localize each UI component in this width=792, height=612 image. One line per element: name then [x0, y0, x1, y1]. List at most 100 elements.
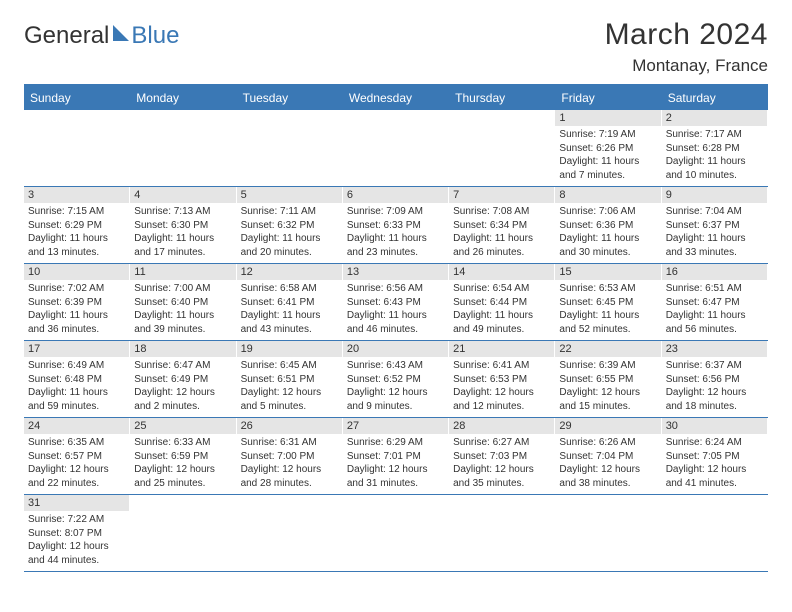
sunrise-text: Sunrise: 7:22 AM: [28, 513, 125, 527]
day-number: 23: [662, 341, 767, 357]
day-number: [449, 110, 554, 114]
daylight-text: Daylight: 12 hours and 18 minutes.: [666, 386, 763, 413]
sunrise-text: Sunrise: 6:43 AM: [347, 359, 444, 373]
header: General Blue March 2024 Montanay, France: [24, 18, 768, 76]
day-details: Sunrise: 6:29 AMSunset: 7:01 PMDaylight:…: [343, 434, 448, 494]
logo-text-general: General: [24, 22, 109, 50]
day-details: Sunrise: 7:19 AMSunset: 6:26 PMDaylight:…: [555, 126, 660, 186]
sunset-text: Sunset: 6:29 PM: [28, 219, 125, 233]
day-details: Sunrise: 6:39 AMSunset: 6:55 PMDaylight:…: [555, 357, 660, 417]
day-number: 26: [237, 418, 342, 434]
day-number: [237, 110, 342, 114]
day-details: Sunrise: 7:15 AMSunset: 6:29 PMDaylight:…: [24, 203, 129, 263]
sunset-text: Sunset: 7:03 PM: [453, 450, 550, 464]
day-number: 1: [555, 110, 660, 126]
sunset-text: Sunset: 6:59 PM: [134, 450, 231, 464]
sunset-text: Sunset: 6:48 PM: [28, 373, 125, 387]
sunset-text: Sunset: 6:33 PM: [347, 219, 444, 233]
sunrise-text: Sunrise: 7:09 AM: [347, 205, 444, 219]
day-cell: 20Sunrise: 6:43 AMSunset: 6:52 PMDayligh…: [343, 341, 449, 417]
day-cell: 26Sunrise: 6:31 AMSunset: 7:00 PMDayligh…: [237, 418, 343, 494]
day-number: 3: [24, 187, 129, 203]
sunrise-text: Sunrise: 7:11 AM: [241, 205, 338, 219]
dow-row: Sunday Monday Tuesday Wednesday Thursday…: [24, 86, 768, 110]
sunrise-text: Sunrise: 7:08 AM: [453, 205, 550, 219]
daylight-text: Daylight: 11 hours and 7 minutes.: [559, 155, 656, 182]
day-details: Sunrise: 6:49 AMSunset: 6:48 PMDaylight:…: [24, 357, 129, 417]
day-cell: [237, 110, 343, 186]
day-number: 10: [24, 264, 129, 280]
day-number: 18: [130, 341, 235, 357]
dow-saturday: Saturday: [662, 86, 768, 110]
day-cell: [343, 495, 449, 571]
sail-icon: [113, 25, 129, 41]
sunrise-text: Sunrise: 7:04 AM: [666, 205, 763, 219]
daylight-text: Daylight: 12 hours and 38 minutes.: [559, 463, 656, 490]
day-cell: 28Sunrise: 6:27 AMSunset: 7:03 PMDayligh…: [449, 418, 555, 494]
day-number: 2: [662, 110, 767, 126]
sunrise-text: Sunrise: 7:00 AM: [134, 282, 231, 296]
sunset-text: Sunset: 7:01 PM: [347, 450, 444, 464]
day-number: [130, 495, 235, 499]
day-details: Sunrise: 7:02 AMSunset: 6:39 PMDaylight:…: [24, 280, 129, 340]
sunset-text: Sunset: 6:56 PM: [666, 373, 763, 387]
daylight-text: Daylight: 11 hours and 52 minutes.: [559, 309, 656, 336]
sunrise-text: Sunrise: 7:02 AM: [28, 282, 125, 296]
day-cell: 16Sunrise: 6:51 AMSunset: 6:47 PMDayligh…: [662, 264, 768, 340]
week-row: 10Sunrise: 7:02 AMSunset: 6:39 PMDayligh…: [24, 264, 768, 341]
weeks-container: 1Sunrise: 7:19 AMSunset: 6:26 PMDaylight…: [24, 110, 768, 572]
day-number: [237, 495, 342, 499]
day-cell: 19Sunrise: 6:45 AMSunset: 6:51 PMDayligh…: [237, 341, 343, 417]
daylight-text: Daylight: 11 hours and 49 minutes.: [453, 309, 550, 336]
sunset-text: Sunset: 6:52 PM: [347, 373, 444, 387]
day-details: Sunrise: 6:56 AMSunset: 6:43 PMDaylight:…: [343, 280, 448, 340]
day-cell: [343, 110, 449, 186]
daylight-text: Daylight: 12 hours and 22 minutes.: [28, 463, 125, 490]
daylight-text: Daylight: 11 hours and 20 minutes.: [241, 232, 338, 259]
day-cell: 13Sunrise: 6:56 AMSunset: 6:43 PMDayligh…: [343, 264, 449, 340]
day-cell: [449, 110, 555, 186]
sunset-text: Sunset: 6:43 PM: [347, 296, 444, 310]
day-number: 12: [237, 264, 342, 280]
day-cell: [662, 495, 768, 571]
day-cell: [555, 495, 661, 571]
day-details: Sunrise: 6:31 AMSunset: 7:00 PMDaylight:…: [237, 434, 342, 494]
day-cell: 22Sunrise: 6:39 AMSunset: 6:55 PMDayligh…: [555, 341, 661, 417]
sunrise-text: Sunrise: 6:51 AM: [666, 282, 763, 296]
day-cell: 1Sunrise: 7:19 AMSunset: 6:26 PMDaylight…: [555, 110, 661, 186]
day-number: [130, 110, 235, 114]
sunset-text: Sunset: 6:57 PM: [28, 450, 125, 464]
day-cell: 2Sunrise: 7:17 AMSunset: 6:28 PMDaylight…: [662, 110, 768, 186]
sunrise-text: Sunrise: 6:29 AM: [347, 436, 444, 450]
day-details: Sunrise: 6:58 AMSunset: 6:41 PMDaylight:…: [237, 280, 342, 340]
daylight-text: Daylight: 11 hours and 23 minutes.: [347, 232, 444, 259]
sunrise-text: Sunrise: 6:31 AM: [241, 436, 338, 450]
sunset-text: Sunset: 6:32 PM: [241, 219, 338, 233]
sunset-text: Sunset: 6:30 PM: [134, 219, 231, 233]
dow-monday: Monday: [130, 86, 236, 110]
sunrise-text: Sunrise: 7:06 AM: [559, 205, 656, 219]
day-details: Sunrise: 6:35 AMSunset: 6:57 PMDaylight:…: [24, 434, 129, 494]
day-details: Sunrise: 7:04 AMSunset: 6:37 PMDaylight:…: [662, 203, 767, 263]
day-number: 16: [662, 264, 767, 280]
sunset-text: Sunset: 6:41 PM: [241, 296, 338, 310]
sunrise-text: Sunrise: 6:58 AM: [241, 282, 338, 296]
day-number: [343, 495, 448, 499]
day-cell: 15Sunrise: 6:53 AMSunset: 6:45 PMDayligh…: [555, 264, 661, 340]
daylight-text: Daylight: 12 hours and 28 minutes.: [241, 463, 338, 490]
day-cell: 17Sunrise: 6:49 AMSunset: 6:48 PMDayligh…: [24, 341, 130, 417]
day-number: 28: [449, 418, 554, 434]
sunset-text: Sunset: 6:39 PM: [28, 296, 125, 310]
day-number: 21: [449, 341, 554, 357]
sunset-text: Sunset: 6:37 PM: [666, 219, 763, 233]
daylight-text: Daylight: 11 hours and 39 minutes.: [134, 309, 231, 336]
day-cell: 7Sunrise: 7:08 AMSunset: 6:34 PMDaylight…: [449, 187, 555, 263]
calendar: Sunday Monday Tuesday Wednesday Thursday…: [24, 84, 768, 572]
daylight-text: Daylight: 11 hours and 56 minutes.: [666, 309, 763, 336]
sunrise-text: Sunrise: 6:33 AM: [134, 436, 231, 450]
day-number: 31: [24, 495, 129, 511]
sunset-text: Sunset: 6:51 PM: [241, 373, 338, 387]
day-details: Sunrise: 6:33 AMSunset: 6:59 PMDaylight:…: [130, 434, 235, 494]
day-cell: 14Sunrise: 6:54 AMSunset: 6:44 PMDayligh…: [449, 264, 555, 340]
day-details: Sunrise: 7:17 AMSunset: 6:28 PMDaylight:…: [662, 126, 767, 186]
